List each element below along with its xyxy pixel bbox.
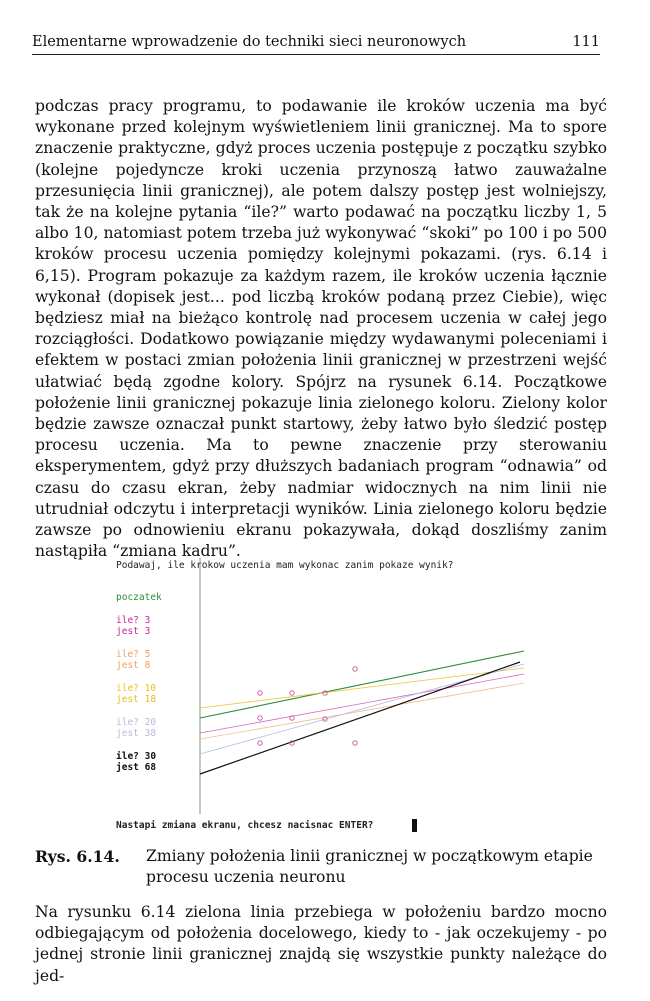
training-point (352, 666, 358, 672)
training-point (257, 740, 263, 746)
body-paragraph-2: Na rysunku 6.14 zielona linia przebiega … (35, 903, 607, 985)
steps-done: jest 8 (116, 660, 151, 671)
training-point (322, 716, 328, 722)
caption-label: Rys. 6.14. (35, 847, 120, 866)
steps-list: ile? 3 jest 3 ile? 5 jest 8 ile? 10 jest… (116, 615, 156, 773)
training-point (257, 690, 263, 696)
steps-done: jest 3 (116, 626, 150, 637)
training-point (289, 740, 295, 746)
training-points (257, 666, 358, 746)
steps-done: jest 68 (116, 762, 156, 773)
body-paragraph-1: podczas pracy programu, to podawanie ile… (35, 97, 607, 561)
training-point (289, 690, 295, 696)
boundary-line-step-3 (199, 673, 525, 734)
training-point (257, 715, 263, 721)
caption-text: Zmiany położenia linii granicznej w pocz… (146, 847, 593, 887)
program-screen: Podawaj, ile krokow uczenia mam wykonac … (116, 558, 525, 832)
running-header-title: Elementarne wprowadzenie do techniki sie… (32, 34, 467, 50)
running-header: Elementarne wprowadzenie do techniki sie… (32, 34, 600, 55)
steps-requested: ile? 10 (116, 683, 156, 694)
boundary-line-start (199, 650, 525, 719)
start-label: poczatek (116, 592, 162, 603)
steps-done: jest 18 (116, 694, 156, 705)
training-point (352, 740, 358, 746)
cursor-block (412, 819, 417, 832)
boundary-line-step-8 (199, 682, 525, 740)
page-number: 111 (572, 34, 600, 50)
boundary-lines (199, 650, 525, 775)
boundary-line-step-18 (199, 667, 525, 709)
figure-6-14: Podawaj, ile krokow uczenia mam wykonac … (114, 556, 528, 836)
program-prompt: Podawaj, ile krokow uczenia mam wykonac … (116, 560, 453, 571)
boundary-line-step-68 (199, 661, 521, 775)
steps-requested: ile? 20 (116, 717, 156, 728)
steps-requested: ile? 3 (116, 615, 150, 626)
program-footer: Nastapi zmiana ekranu, chcesz nacisnac E… (116, 820, 373, 831)
training-point (322, 690, 328, 696)
steps-requested: ile? 5 (116, 649, 150, 660)
steps-requested: ile? 30 (116, 751, 156, 762)
steps-done: jest 38 (116, 728, 156, 739)
training-point (289, 715, 295, 721)
